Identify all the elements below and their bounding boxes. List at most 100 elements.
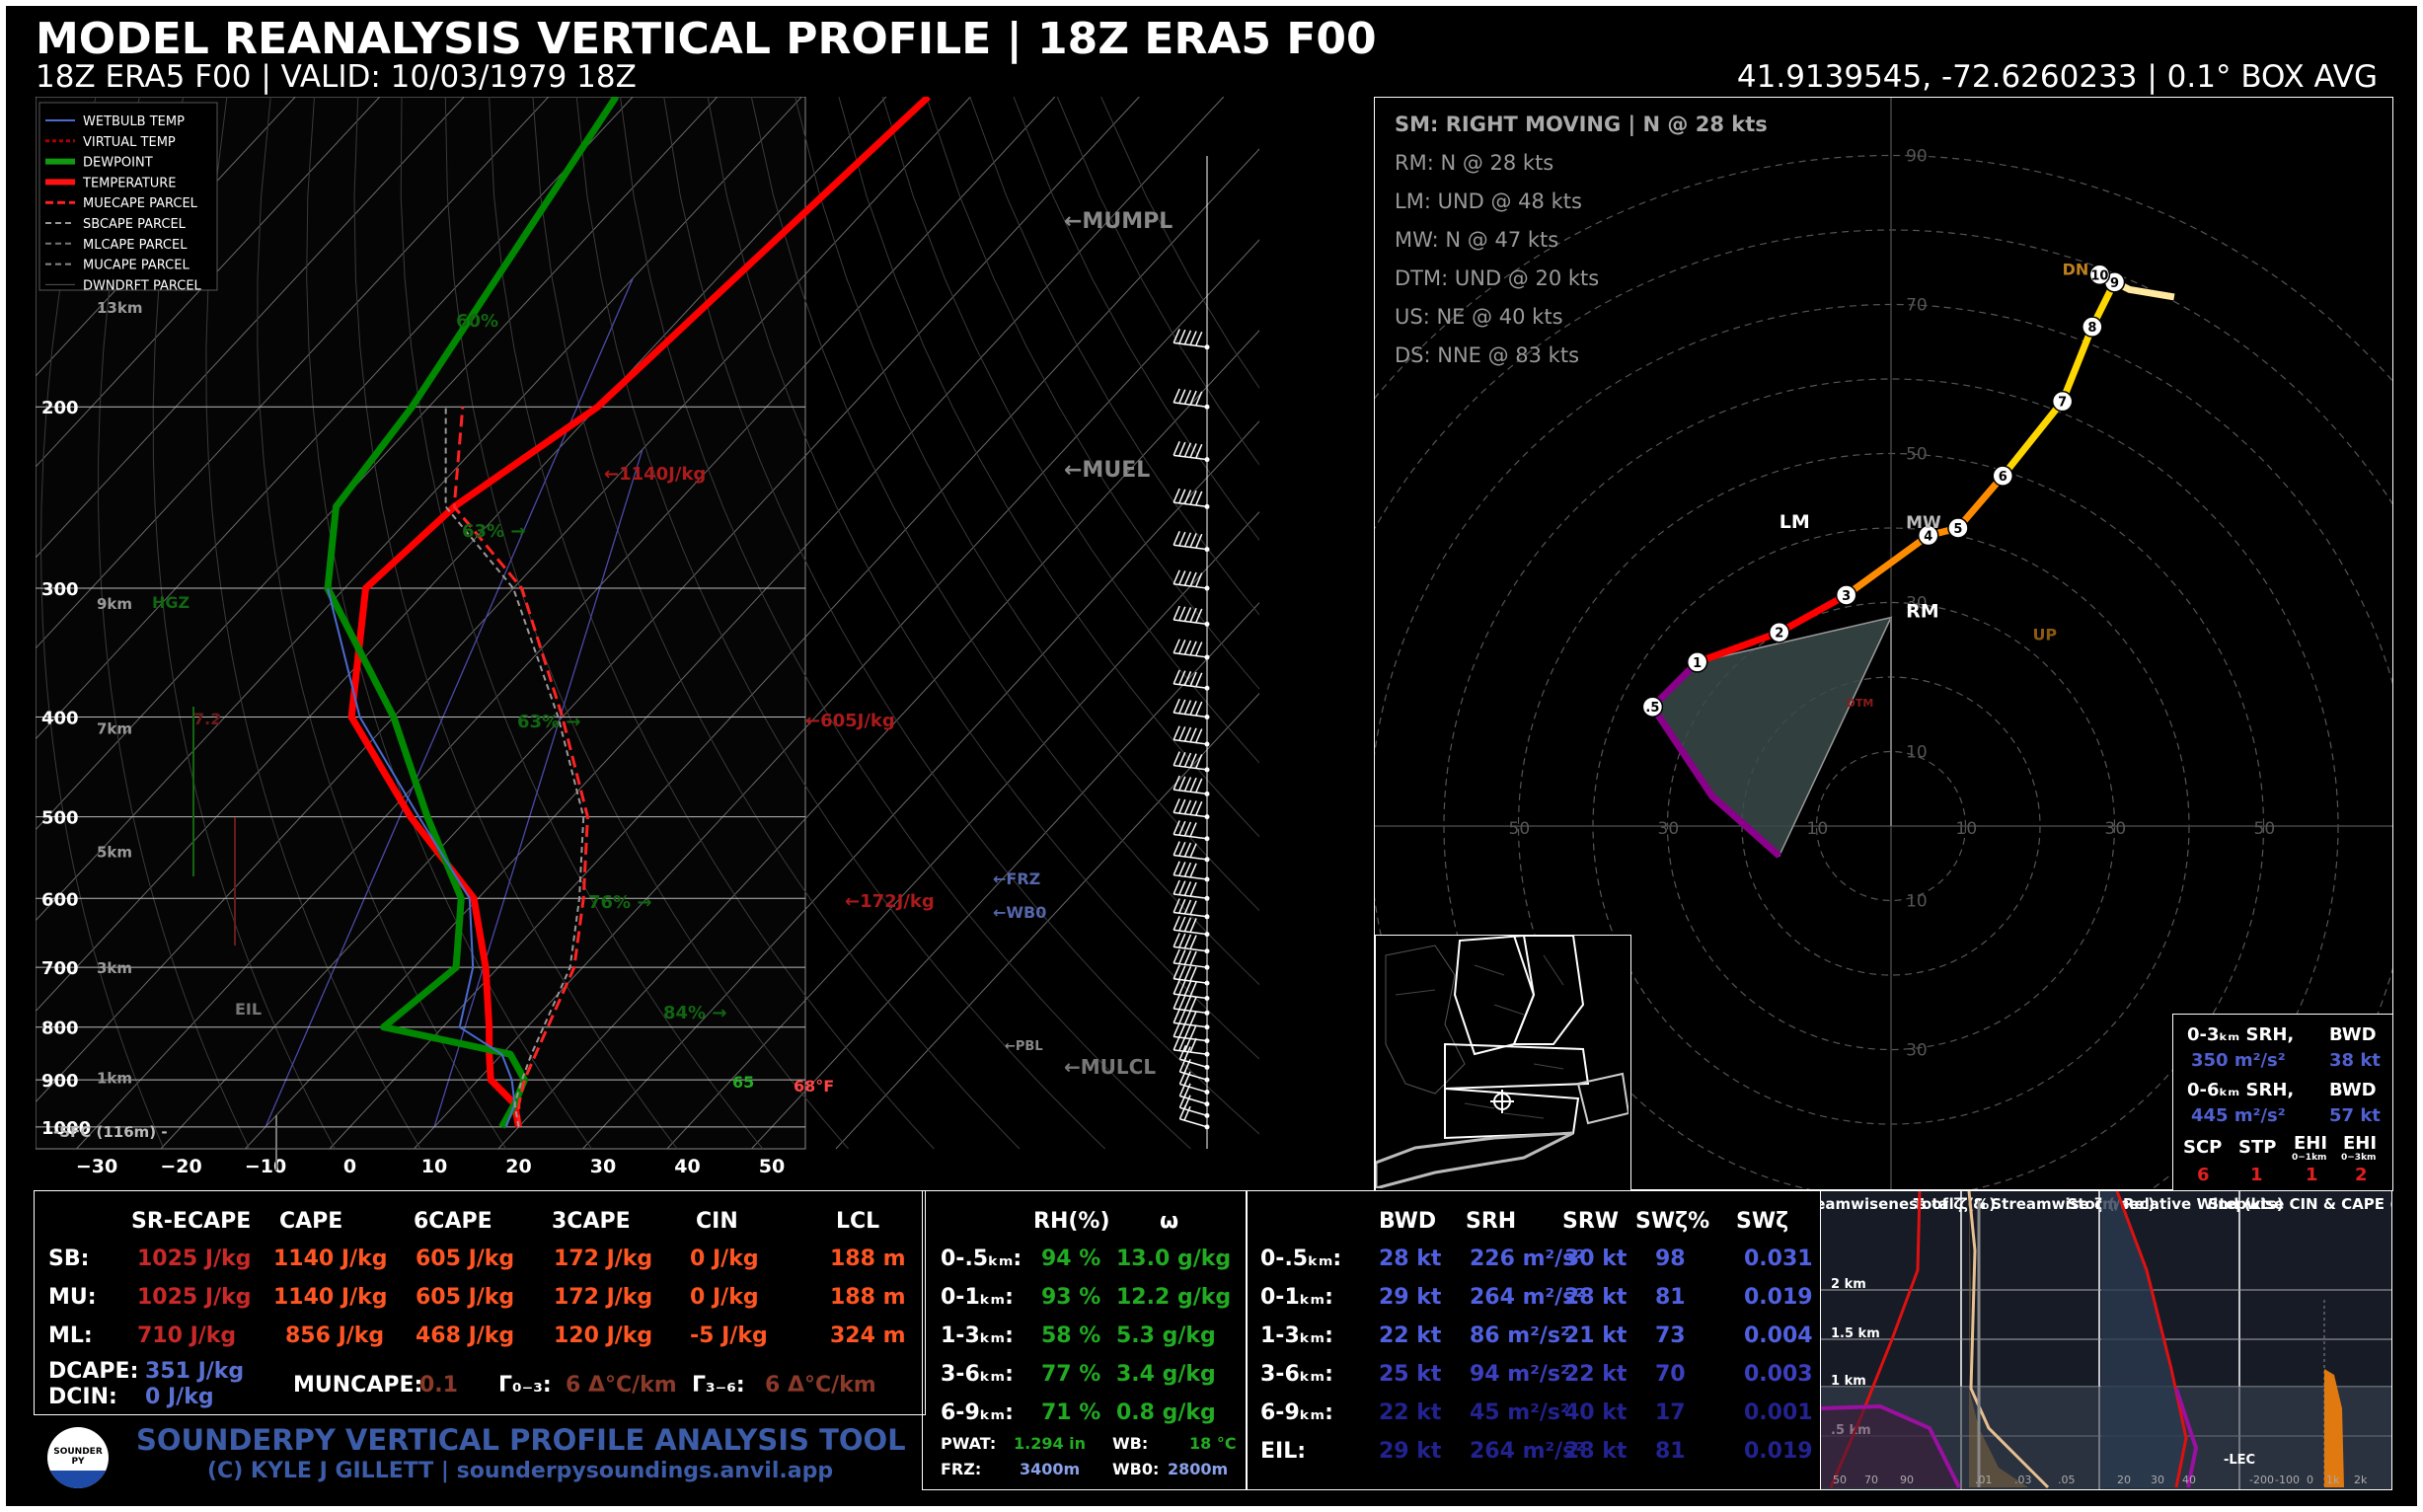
wind-barb [1174, 833, 1208, 840]
wind-barb [1174, 1008, 1208, 1015]
barb-flag [1173, 388, 1180, 404]
barb-flag [1178, 776, 1186, 792]
isotherm [36, 97, 887, 1013]
hodo-km-marker [2051, 390, 2074, 413]
legend-label: MLCAPE PARCEL [83, 238, 188, 253]
barb-flag [1178, 880, 1186, 896]
hodograph-panel: 9070503010103050503010103050.51234567891… [1374, 97, 2393, 1191]
barb-flag [1178, 898, 1186, 914]
skewt-annotation: 65 [732, 1073, 754, 1092]
barb-flag [1173, 898, 1180, 913]
barb-flag [1178, 862, 1186, 876]
isotherm [36, 97, 802, 922]
kinematic-row-label: 3-6ₖₘ: [1260, 1362, 1333, 1387]
barb-flag [1183, 1010, 1192, 1025]
skewt-annotation: ←172J/kg [845, 891, 935, 912]
hodo-axis-label: 30 [1658, 819, 1680, 839]
dry-adiabat [532, 97, 1021, 1150]
kinematic-cell: 28 kt [1564, 1439, 1628, 1464]
col-rh: RH(%) [1033, 1209, 1110, 1234]
mini-tick: 20 [2117, 1474, 2131, 1486]
storm-motion-point-label: MW [1906, 513, 1941, 533]
storm-motion-info: SM: RIGHT MOVING | N @ 28 kts RM: N @ 28… [1395, 106, 1768, 375]
barb-flag [1183, 640, 1192, 655]
dry-adiabat [575, 97, 1106, 1150]
mini-tick: -200 [2249, 1474, 2274, 1486]
streamwise-vorticity-fill [1969, 1191, 2028, 1487]
barb-flag [1173, 775, 1180, 791]
row-sb-label: SB: [48, 1247, 90, 1271]
kinematic-row-label: 1-3ₖₘ: [1260, 1323, 1333, 1348]
dry-adiabat [926, 97, 1259, 690]
barb-flag [1183, 442, 1192, 458]
height-label: 9km [97, 595, 132, 613]
wind-barb [1179, 1118, 1208, 1128]
hodo-km-marker [1835, 584, 1857, 606]
stp-value: 1 [2250, 1165, 2263, 1185]
barb-flag [1183, 862, 1192, 877]
kinematic-cell: 0.019 [1744, 1285, 1813, 1310]
barb-flag [1189, 982, 1197, 997]
row-mu-label: MU: [48, 1285, 97, 1310]
mu-3cape: 172 J/kg [554, 1285, 653, 1310]
figure-title: MODEL REANALYSIS VERTICAL PROFILE | 18Z … [36, 14, 1377, 64]
barb-flag [1178, 570, 1186, 585]
barb-flag [1183, 917, 1192, 933]
dry-adiabat [205, 97, 421, 1150]
hodo-axis-label: 50 [1509, 819, 1531, 839]
bwd03-value: 38 kt [2329, 1050, 2381, 1071]
col-srh: SRH [1466, 1209, 1517, 1234]
mu-6cape: 605 J/kg [416, 1285, 515, 1310]
sb-cin: 0 J/kg [690, 1247, 759, 1271]
barb-flag [1183, 570, 1192, 586]
hodo-km-marker [2082, 316, 2103, 338]
hodo-km-label: 9 [2110, 276, 2119, 291]
sb-cape: 1140 J/kg [273, 1247, 388, 1271]
barb-flag [1173, 639, 1180, 653]
barb-flag [1189, 571, 1197, 587]
wind-barb [1174, 911, 1208, 918]
height-label: 13km [97, 299, 142, 317]
barb-flag [1189, 1024, 1197, 1039]
height-label: 7km [97, 720, 132, 738]
barb-flag [1183, 1095, 1191, 1109]
ehi1-sub: 0−1km [2292, 1153, 2327, 1163]
barb-flag [1178, 995, 1186, 1011]
isotherm [36, 97, 465, 559]
isotherm [36, 97, 719, 831]
skewt-panel: 200 300 400 500 600 700 800 900 1000 −30 −20 −10 0 10… [36, 97, 1259, 1190]
col-mixing-ratio: ω [1160, 1209, 1179, 1234]
pressure-tick-label: 1000 [41, 1118, 91, 1139]
sounderpy-logo: SOUNDER PY [47, 1427, 109, 1488]
barb-flag [1173, 820, 1180, 835]
bwd06-value: 57 kt [2329, 1105, 2381, 1126]
barb-flag [1178, 699, 1186, 715]
barb-flag [1173, 979, 1180, 995]
kinematic-cell: 29 kt [1379, 1439, 1442, 1464]
kinematic-cell: 70 [1655, 1362, 1686, 1387]
barb-flag [1183, 965, 1192, 981]
frz-value: 3400m [1020, 1460, 1081, 1478]
hodo-axis-label: 10 [1956, 819, 1978, 839]
legend-label: TEMPERATURE [82, 176, 177, 190]
mini-tick: -100 [2275, 1474, 2300, 1486]
barb-flag [1189, 490, 1197, 505]
temp-tick-label: −30 [76, 1156, 117, 1177]
col-swzeta: SWζ [1736, 1209, 1789, 1234]
ml-lcl: 324 m [830, 1323, 906, 1348]
kinematic-row-label: 0-.5ₖₘ: [1260, 1247, 1342, 1271]
hodo-km-label: 7 [2058, 396, 2067, 411]
storm-motion-line: DTM: UND @ 20 kts [1395, 266, 1600, 290]
barb-flag [1178, 489, 1186, 504]
muncape-label: MUNCAPE: [293, 1373, 423, 1398]
wind-barbs [1173, 156, 1210, 1149]
figure-subtitle: 18Z ERA5 F00 | VALID: 10/03/1979 18Z [36, 59, 637, 95]
sounding-figure: MODEL REANALYSIS VERTICAL PROFILE | 18Z … [6, 6, 2417, 1506]
barb-flag [1183, 899, 1192, 915]
barb-flag [1183, 950, 1192, 965]
moisture-table: RH(%) ω 0-.5ₖₘ: 94 % 13.0 g/kg 0-1ₖₘ: 93… [922, 1190, 1248, 1490]
scp-label: SCP [2183, 1137, 2223, 1158]
barb-flag [1178, 441, 1186, 457]
barb-flag [1183, 799, 1192, 815]
kinematic-cell: 0.031 [1744, 1247, 1813, 1271]
